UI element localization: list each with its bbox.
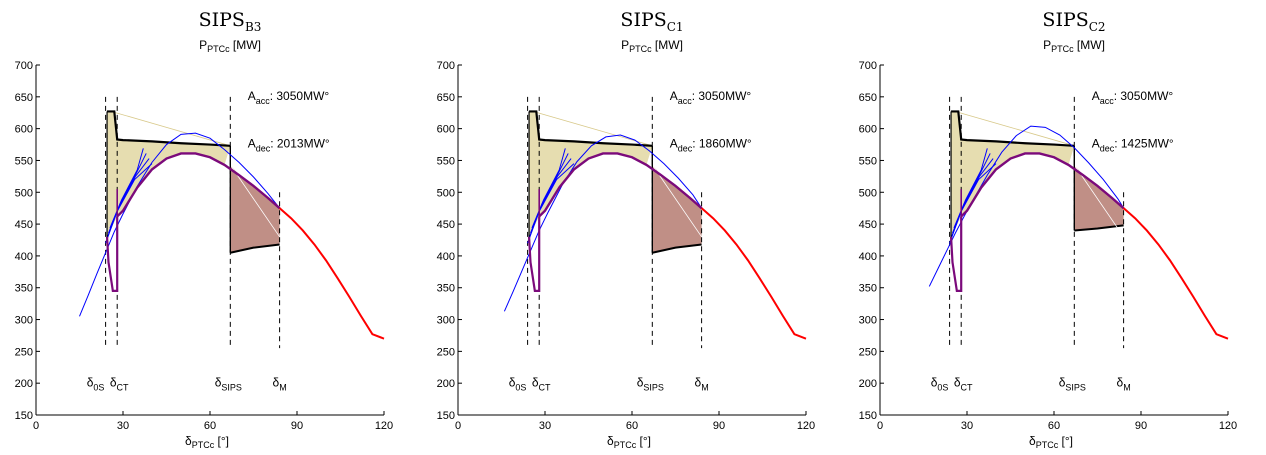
x-tick-label: 0 — [33, 420, 39, 432]
series-line-red — [1124, 208, 1228, 338]
delta-marker-label: δSIPS — [215, 375, 242, 392]
y-tick-label: 400 — [15, 251, 33, 263]
chart-title: SIPSC2 — [1042, 9, 1105, 34]
y-tick-label: 300 — [437, 315, 455, 327]
y-axis-label: PPTCc [MW] — [1043, 38, 1105, 54]
delta-marker-label: δ0S — [931, 375, 949, 392]
y-tick-label: 650 — [437, 92, 455, 104]
y-tick-label: 150 — [437, 410, 455, 422]
y-tick-label: 450 — [859, 219, 877, 231]
chart-panel-3: SIPSC2 PPTCc [MW] δPTCc [°] 150 200 250 300 350… — [844, 0, 1266, 455]
x-axis-label: δPTCc [°] — [607, 434, 651, 450]
y-tick-label: 250 — [15, 346, 33, 358]
a-acc-annotation: Aacc: 3050MW° — [248, 89, 330, 106]
x-tick-label: 60 — [204, 420, 216, 432]
delta-marker-label: δ0S — [87, 375, 105, 392]
delta-marker-label: δCT — [532, 375, 551, 392]
x-axis-label: δPTCc [°] — [185, 434, 229, 450]
y-tick-label: 700 — [859, 60, 877, 72]
y-tick-label: 700 — [437, 60, 455, 72]
y-tick-label: 300 — [15, 315, 33, 327]
a-dec-annotation: Adec: 1425MW° — [1092, 137, 1174, 154]
x-tick-label: 120 — [375, 420, 393, 432]
a-dec-annotation: Adec: 2013MW° — [248, 137, 330, 154]
y-tick-label: 600 — [15, 124, 33, 136]
delta-marker-label: δSIPS — [637, 375, 664, 392]
x-tick-label: 90 — [713, 420, 725, 432]
y-tick-label: 200 — [437, 378, 455, 390]
y-tick-label: 300 — [859, 315, 877, 327]
y-tick-label: 400 — [859, 251, 877, 263]
a-dec-annotation: Adec: 1860MW° — [670, 137, 752, 154]
x-tick-label: 120 — [797, 420, 815, 432]
y-tick-label: 700 — [15, 60, 33, 72]
acc-area — [529, 111, 652, 236]
x-axis-label: δPTCc [°] — [1029, 434, 1073, 450]
y-tick-label: 250 — [859, 346, 877, 358]
y-tick-label: 500 — [859, 187, 877, 199]
y-tick-label: 350 — [15, 283, 33, 295]
y-tick-label: 550 — [859, 155, 877, 167]
delta-marker-label: δSIPS — [1059, 375, 1086, 392]
x-tick-label: 60 — [626, 420, 638, 432]
delta-marker-label: δM — [695, 375, 709, 392]
x-tick-label: 60 — [1048, 420, 1060, 432]
y-tick-label: 150 — [859, 410, 877, 422]
x-tick-label: 120 — [1219, 420, 1237, 432]
y-axis-label: PPTCc [MW] — [621, 38, 683, 54]
y-tick-label: 200 — [859, 378, 877, 390]
y-tick-label: 500 — [437, 187, 455, 199]
acc-area — [107, 111, 230, 236]
y-tick-label: 250 — [437, 346, 455, 358]
y-axis-label: PPTCc [MW] — [199, 38, 261, 54]
chart-panel-1: SIPSB3 PPTCc [MW] δPTCc [°] 150 200 250 300 350… — [0, 0, 422, 455]
y-tick-label: 400 — [437, 251, 455, 263]
y-tick-label: 450 — [15, 219, 33, 231]
delta-marker-label: δCT — [110, 375, 129, 392]
delta-marker-label: δM — [273, 375, 287, 392]
dec-area — [652, 165, 701, 253]
a-acc-annotation: Aacc: 3050MW° — [1092, 89, 1174, 106]
delta-marker-label: δCT — [954, 375, 973, 392]
y-tick-label: 350 — [859, 283, 877, 295]
x-tick-label: 30 — [961, 420, 973, 432]
series-line-red — [280, 208, 384, 338]
delta-marker-label: δ0S — [509, 375, 527, 392]
x-tick-label: 0 — [455, 420, 461, 432]
y-tick-label: 450 — [437, 219, 455, 231]
delta-marker-label: δM — [1117, 375, 1131, 392]
series-line-red — [702, 208, 806, 338]
y-tick-label: 650 — [859, 92, 877, 104]
chart-title: SIPSC1 — [620, 9, 683, 34]
x-tick-label: 90 — [291, 420, 303, 432]
chart-panel-2: SIPSC1 PPTCc [MW] δPTCc [°] 150 200 250 300 350… — [422, 0, 844, 455]
y-tick-label: 650 — [15, 92, 33, 104]
y-tick-label: 550 — [437, 155, 455, 167]
x-tick-label: 30 — [539, 420, 551, 432]
y-tick-label: 600 — [437, 124, 455, 136]
y-tick-label: 350 — [437, 283, 455, 295]
y-tick-label: 200 — [15, 378, 33, 390]
chart-title: SIPSB3 — [199, 9, 262, 34]
x-tick-label: 0 — [877, 420, 883, 432]
y-tick-label: 600 — [859, 124, 877, 136]
x-tick-label: 30 — [117, 420, 129, 432]
a-acc-annotation: Aacc: 3050MW° — [670, 89, 752, 106]
y-tick-label: 150 — [15, 410, 33, 422]
y-tick-label: 500 — [15, 187, 33, 199]
x-tick-label: 90 — [1135, 420, 1147, 432]
y-tick-label: 550 — [15, 155, 33, 167]
acc-area — [951, 111, 1074, 236]
